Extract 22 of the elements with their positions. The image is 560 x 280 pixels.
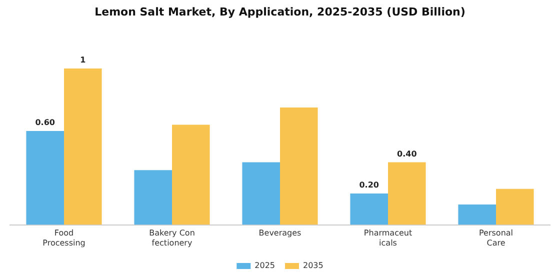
bar [242, 162, 280, 225]
x-tick-label: Pharmaceut icals [364, 228, 412, 248]
x-tick-label: Personal Care [478, 228, 514, 248]
bar [388, 162, 426, 225]
legend-label: 2025 [254, 261, 275, 270]
bar [134, 170, 172, 225]
chart-title: Lemon Salt Market, By Application, 2025-2035 (USD Billion) [94, 5, 466, 18]
bar [280, 108, 318, 225]
legend-label: 2035 [303, 261, 324, 270]
x-tick-label: Bakery Con fectionery [149, 228, 195, 248]
bar [496, 188, 534, 225]
x-tick-label: Food Processing [42, 228, 86, 248]
bar [350, 194, 388, 225]
bar [458, 204, 496, 225]
x-tick-label: Beverages [258, 228, 302, 238]
data-label: 0.60 [35, 118, 56, 128]
bar [64, 68, 102, 225]
bar [26, 131, 64, 225]
bar [172, 124, 210, 225]
data-label: 0.40 [397, 149, 418, 158]
data-label: 0.20 [359, 180, 380, 190]
data-label: 1 [80, 56, 86, 65]
